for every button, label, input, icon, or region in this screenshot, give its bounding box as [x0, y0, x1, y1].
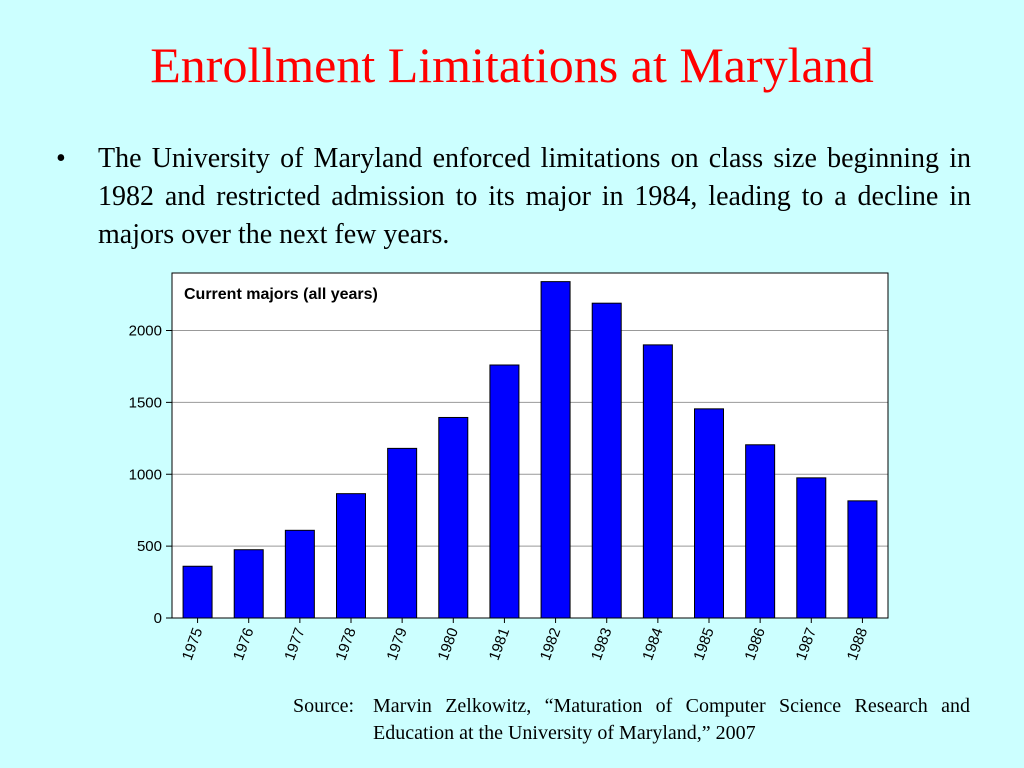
plot-frame — [171, 272, 889, 619]
y-tick-label: 1500 — [129, 394, 162, 411]
bar-1979 — [387, 447, 418, 619]
bar-1984 — [642, 344, 673, 619]
x-tick-label: 1982 — [537, 626, 564, 663]
x-tick-label: 1988 — [844, 626, 871, 663]
x-tick-label: 1983 — [588, 626, 615, 663]
bullet-text: The University of Maryland enforced limi… — [98, 143, 971, 250]
source-citation: Source: Marvin Zelkowitz, “Maturation of… — [293, 693, 970, 747]
bar-1975 — [182, 565, 213, 619]
x-tick-label: 1978 — [332, 626, 359, 663]
bar-1978 — [336, 493, 366, 619]
bullet-point: • The University of Maryland enforced li… — [50, 140, 971, 254]
x-tick-label: 1985 — [690, 626, 717, 663]
x-tick-label: 1986 — [742, 626, 769, 663]
x-tick-label: 1987 — [793, 626, 820, 663]
y-tick-label: 2000 — [129, 323, 162, 340]
bar-1980 — [438, 416, 469, 619]
y-tick-label: 0 — [154, 610, 162, 627]
bar-1983 — [591, 302, 622, 619]
bar-1982 — [540, 281, 571, 619]
bar-1977 — [284, 529, 315, 619]
bar-1988 — [847, 500, 878, 619]
bar-1986 — [745, 444, 776, 619]
chart-title: Current majors (all years) — [184, 286, 378, 303]
bar-1976 — [233, 549, 264, 619]
source-text: Marvin Zelkowitz, “Maturation of Compute… — [373, 695, 970, 744]
bar-1985 — [694, 408, 724, 619]
bar-1987 — [796, 477, 827, 619]
x-tick-label: 1980 — [435, 626, 462, 663]
slide-title: Enrollment Limitations at Maryland — [150, 37, 874, 93]
bullet-marker: • — [56, 143, 66, 174]
x-tick-label: 1979 — [384, 626, 411, 663]
plot-area — [172, 273, 888, 618]
x-tick-label: 1984 — [639, 626, 666, 663]
x-tick-label: 1981 — [486, 626, 513, 663]
y-tick-label: 1000 — [129, 466, 162, 483]
x-tick-label: 1975 — [179, 626, 206, 663]
x-tick-label: 1977 — [281, 626, 308, 663]
source-label: Source: — [293, 695, 355, 717]
y-tick-label: 500 — [137, 538, 162, 555]
x-tick-label: 1976 — [230, 626, 257, 663]
bar-1981 — [489, 364, 520, 619]
